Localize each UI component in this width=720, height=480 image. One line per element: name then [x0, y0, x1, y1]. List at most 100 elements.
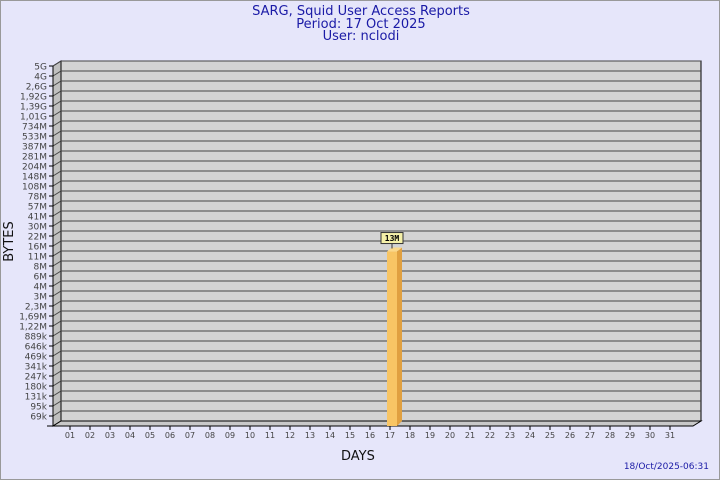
y-tick-label: 16M: [28, 243, 47, 253]
y-tick-label: 4G: [34, 73, 47, 83]
x-tick-label: 24: [525, 431, 535, 440]
y-tick-label: 30M: [28, 223, 47, 233]
x-tick-label: 04: [125, 431, 135, 440]
x-tick-label: 29: [625, 431, 635, 440]
gridline-depth: [52, 360, 62, 367]
gridline-depth: [52, 70, 62, 77]
y-tick-label: 1,22M: [19, 323, 47, 333]
gridline-depth: [52, 110, 62, 117]
chart-user: User: nclodi: [322, 29, 400, 44]
y-tick-label: 69k: [30, 413, 47, 423]
y-tick-label: 469k: [25, 353, 48, 363]
gridline-depth: [52, 390, 62, 397]
gridline-depth: [52, 250, 62, 257]
y-tick-label: 387M: [22, 143, 47, 153]
y-tick-label: 281M: [22, 153, 47, 163]
gridline-depth: [52, 180, 62, 187]
y-axis-label: BYTES: [1, 221, 17, 262]
x-tick-label: 14: [325, 431, 335, 440]
data-label: 13M: [385, 234, 400, 243]
gridline-depth: [52, 310, 62, 317]
gridline-depth: [52, 300, 62, 307]
y-tick-label: 95k: [30, 403, 47, 413]
gridline-depth: [52, 220, 62, 227]
floor: [51, 420, 703, 427]
chart-period: Period: 17 Oct 2025: [296, 17, 426, 32]
x-tick-label: 07: [185, 431, 195, 440]
bar-top: [387, 247, 402, 252]
y-tick-label: 131k: [25, 393, 48, 403]
gridline-depth: [52, 320, 62, 327]
y-tick-label: 108M: [22, 183, 47, 193]
gridline-depth: [52, 400, 62, 407]
x-tick-label: 10: [245, 431, 255, 440]
x-axis-label: DAYS: [341, 449, 375, 464]
y-tick-label: 1,92G: [20, 93, 47, 103]
gridline-depth: [52, 380, 62, 387]
x-tick-label: 03: [105, 431, 115, 440]
y-tick-label: 57M: [28, 203, 47, 213]
x-tick-label: 20: [445, 431, 455, 440]
y-tick-label: 341k: [25, 363, 48, 373]
gridline-depth: [52, 200, 62, 207]
gridline-depth: [52, 230, 62, 237]
x-tick-label: 09: [225, 431, 235, 440]
y-tick-label: 3M: [34, 293, 48, 303]
gridline-depth: [52, 190, 62, 197]
bar: [387, 251, 397, 426]
y-tick-label: 41M: [28, 213, 47, 223]
x-tick-label: 02: [85, 431, 95, 440]
gridline-depth: [52, 130, 62, 137]
x-tick-label: 16: [365, 431, 375, 440]
y-tick-label: 889k: [25, 333, 48, 343]
y-tick-label: 148M: [22, 173, 47, 183]
y-tick-label: 8M: [34, 263, 48, 273]
y-tick-label: 1,69M: [19, 313, 47, 323]
gridline-depth: [52, 350, 62, 357]
y-tick-label: 646k: [25, 343, 48, 353]
bar-side: [397, 247, 402, 426]
x-tick-label: 23: [505, 431, 515, 440]
y-tick-label: 247k: [25, 373, 48, 383]
gridline-depth: [52, 60, 62, 67]
gridline-depth: [52, 280, 62, 287]
x-tick-label: 15: [345, 431, 355, 440]
chart-title: SARG, Squid User Access Reports: [252, 4, 470, 19]
y-tick-label: 180k: [25, 383, 48, 393]
y-tick-label: 2,6G: [26, 83, 47, 93]
x-tick-label: 28: [605, 431, 615, 440]
gridline-depth: [52, 260, 62, 267]
x-tick-label: 22: [485, 431, 495, 440]
x-tick-label: 21: [465, 431, 475, 440]
y-tick-label: 734M: [22, 123, 47, 133]
x-tick-label: 13: [305, 431, 315, 440]
y-tick-label: 6M: [34, 273, 48, 283]
y-tick-label: 1,01G: [20, 113, 47, 123]
gridline-depth: [52, 90, 62, 97]
gridline-depth: [52, 410, 62, 417]
y-tick-label: 533M: [22, 133, 47, 143]
gridline-depth: [52, 170, 62, 177]
gridline-depth: [52, 330, 62, 337]
gridline-depth: [52, 370, 62, 377]
y-tick-label: 78M: [28, 193, 47, 203]
x-tick-label: 01: [65, 431, 75, 440]
x-tick-label: 18: [405, 431, 415, 440]
gridline-depth: [52, 340, 62, 347]
gridline-depth: [52, 120, 62, 127]
gridline-depth: [52, 100, 62, 107]
gridline-depth: [52, 160, 62, 167]
x-tick-label: 08: [205, 431, 215, 440]
x-tick-label: 19: [425, 431, 435, 440]
x-tick-label: 05: [145, 431, 155, 440]
y-tick-label: 11M: [28, 253, 47, 263]
gridline-depth: [52, 210, 62, 217]
y-tick-label: 1,39G: [20, 103, 47, 113]
data-label-box: [380, 232, 404, 245]
timestamp: 18/Oct/2025-06:31: [623, 462, 709, 472]
gridline-depth: [52, 140, 62, 147]
y-tick-label: 5G: [34, 63, 47, 73]
y-tick-label: 22M: [28, 233, 47, 243]
gridline-depth: [52, 290, 62, 297]
